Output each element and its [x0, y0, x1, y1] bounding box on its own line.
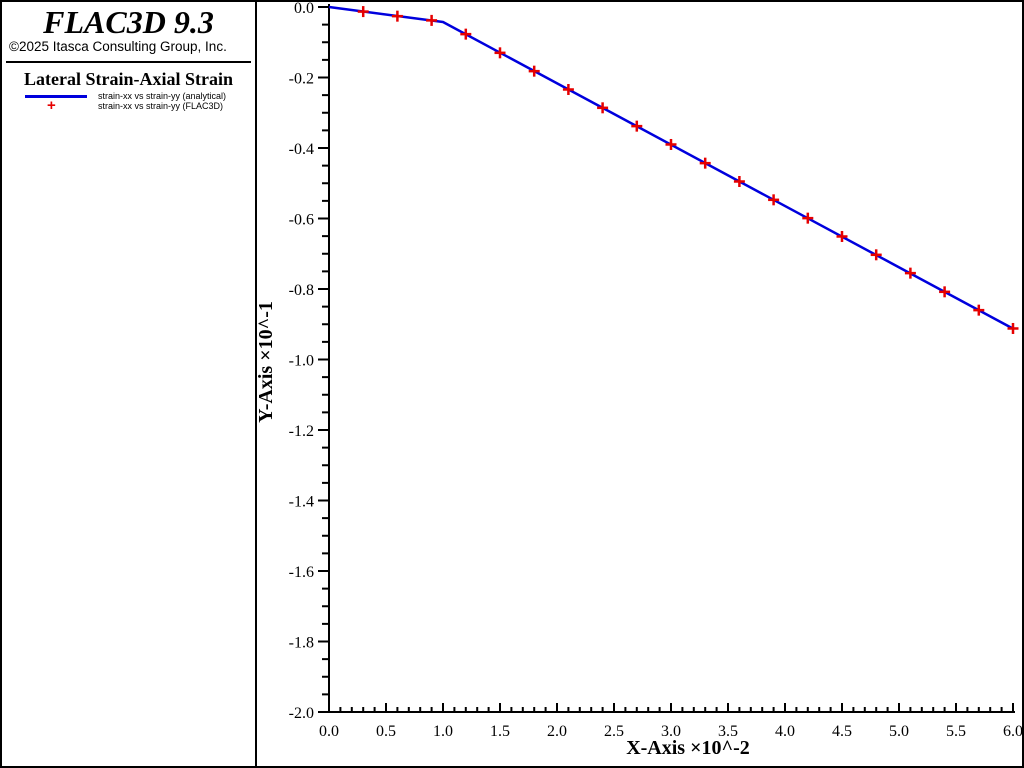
- x-axis-title: X-Axis ×10^-2: [626, 737, 750, 759]
- y-tick-label: -1.2: [289, 423, 314, 440]
- info-panel: FLAC3D 9.3 ©2025 Itasca Consulting Group…: [2, 2, 257, 766]
- legend-label-flac3d: strain-xx vs strain-yy (FLAC3D): [98, 100, 224, 111]
- x-tick-label: 1.0: [433, 723, 453, 740]
- x-tick-label: 5.0: [889, 723, 909, 740]
- y-tick-label: -1.4: [289, 494, 314, 511]
- analytical-line-swatch-icon: [25, 95, 87, 98]
- x-tick-label: 3.0: [661, 723, 681, 740]
- analytical-series-line: [328, 5, 1014, 330]
- y-tick-label: -2.0: [289, 705, 314, 722]
- x-tick-label: 2.5: [604, 723, 624, 740]
- x-tick-label: 0.5: [376, 723, 396, 740]
- x-tick-label: 5.5: [946, 723, 966, 740]
- x-tick-label: 4.0: [775, 723, 795, 740]
- y-tick-label: -1.6: [289, 564, 314, 581]
- y-tick-label: -1.8: [289, 635, 314, 652]
- y-tick-label: -0.2: [289, 71, 314, 88]
- legend-label-analytical: strain-xx vs strain-yy (analytical): [98, 91, 227, 101]
- y-tick-label: -0.4: [289, 141, 314, 158]
- y-tick-label: -0.8: [289, 282, 314, 299]
- y-axis-title: Y-Axis ×10^-1: [255, 301, 277, 423]
- x-tick-label: 2.0: [547, 723, 567, 740]
- chart-title: Lateral Strain-Axial Strain: [24, 69, 233, 89]
- y-tick-label: -1.0: [289, 353, 314, 370]
- app-title: FLAC3D 9.3: [43, 4, 214, 40]
- x-tick-label: 4.5: [832, 723, 852, 740]
- x-tick-label: 6.0: [1003, 723, 1022, 740]
- legend-row-analytical: strain-xx vs strain-yy (analytical): [2, 91, 255, 102]
- x-tick-label: 0.0: [319, 723, 339, 740]
- y-tick-label: -0.6: [289, 212, 314, 229]
- flac3d-plus-marker-icon: +: [47, 96, 56, 114]
- y-tick-label: 0.0: [294, 2, 314, 17]
- panel-divider-line: [6, 61, 251, 63]
- legend-row-flac3d: + strain-xx vs strain-yy (FLAC3D): [2, 98, 255, 113]
- x-tick-label: 3.5: [718, 723, 738, 740]
- legend: strain-xx vs strain-yy (analytical) + st…: [2, 91, 255, 113]
- x-tick-label: 1.5: [490, 723, 510, 740]
- copyright-text: ©2025 Itasca Consulting Group, Inc.: [9, 39, 227, 54]
